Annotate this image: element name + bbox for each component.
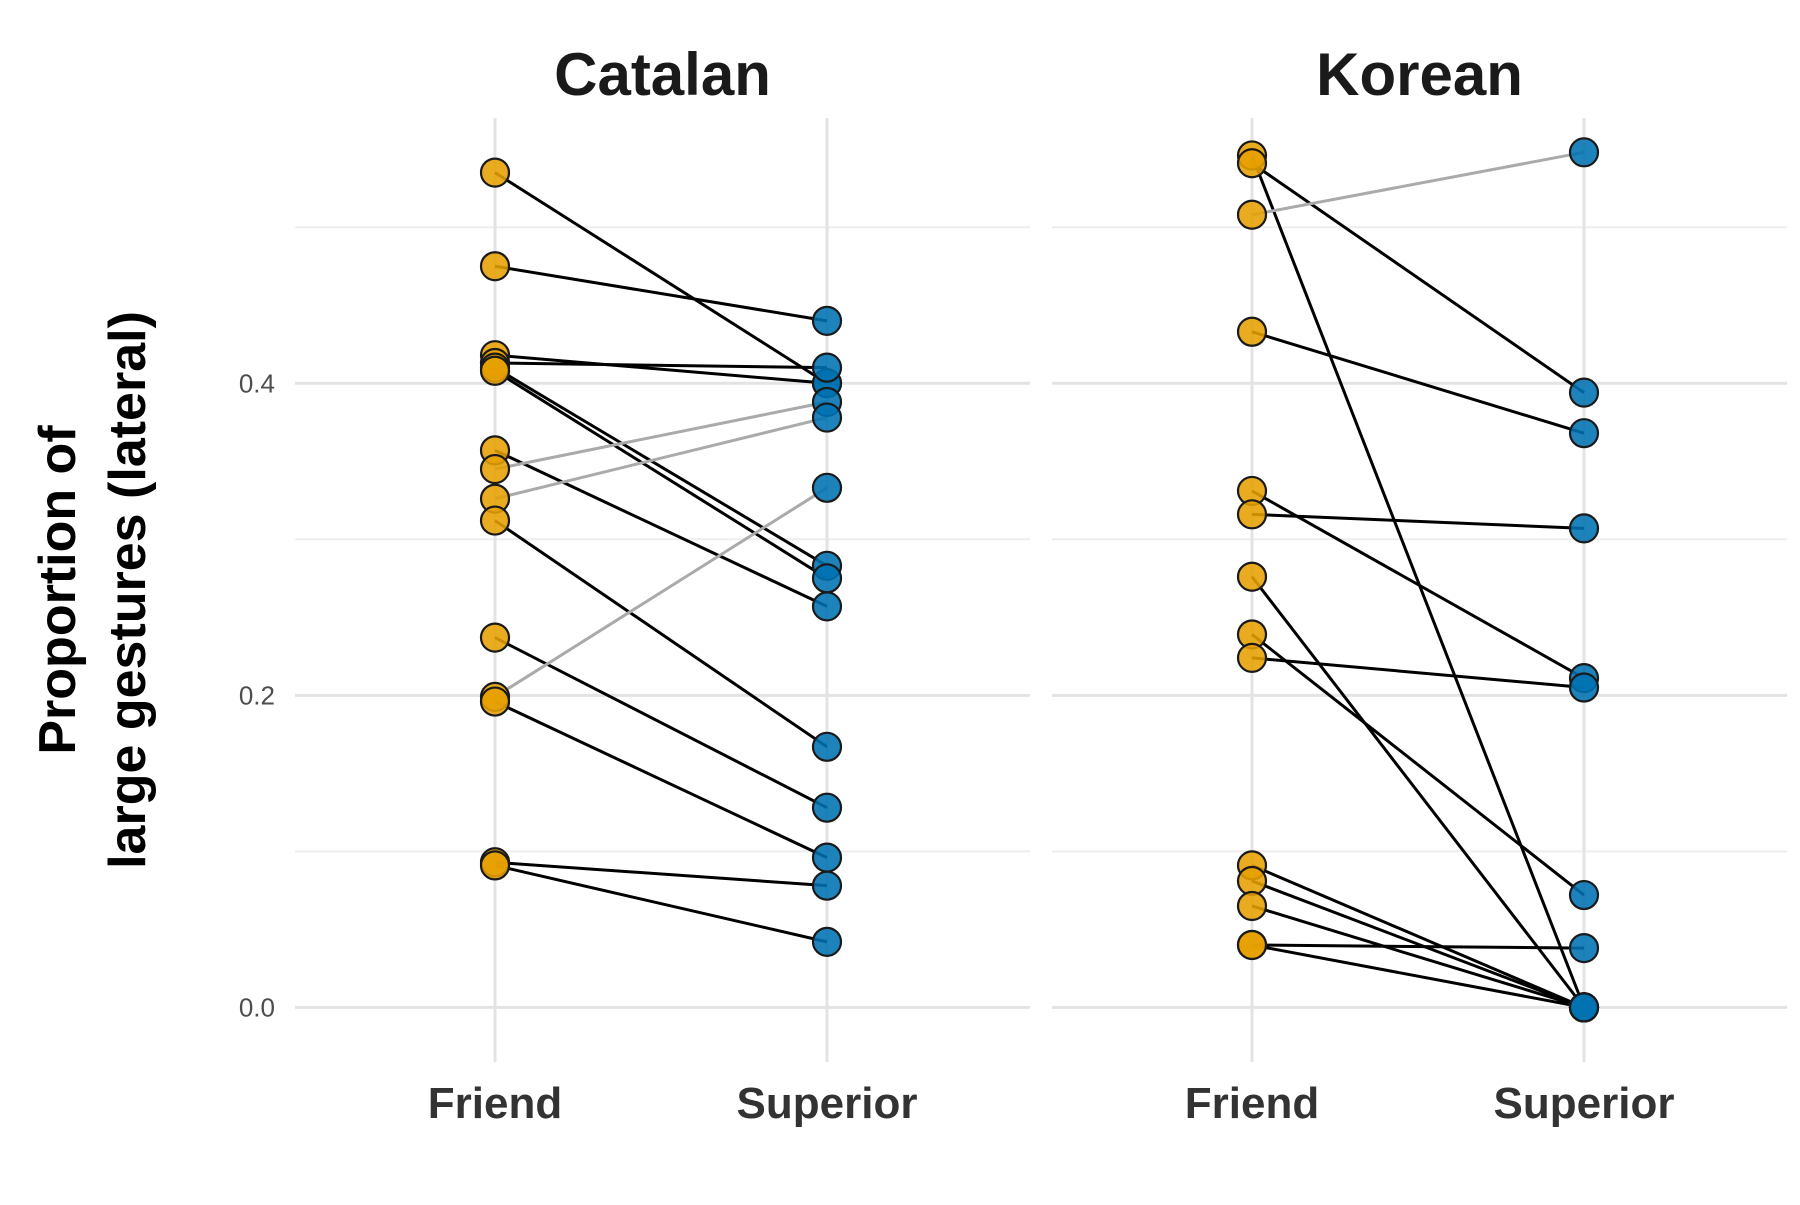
y-tick-label: 0.2	[239, 680, 275, 710]
y-tick-label: 0.0	[239, 992, 275, 1022]
pair-line-decrease	[494, 361, 828, 370]
x-tick-label-friend: Friend	[428, 1079, 562, 1128]
superior-point	[1568, 879, 1600, 911]
pair-line-decrease	[1251, 633, 1585, 897]
superior-point	[1568, 513, 1600, 544]
pair-lines	[1250, 150, 1586, 1009]
pair-line-increase	[1251, 150, 1585, 217]
y-axis-title-line-1: Proportion of	[29, 425, 87, 755]
friend-point	[1236, 199, 1268, 230]
pair-line-decrease	[494, 264, 828, 323]
friend-point	[479, 453, 511, 485]
friend-point	[1236, 642, 1268, 673]
x-tick-label-superior: Superior	[737, 1079, 918, 1128]
superior-point	[811, 402, 843, 433]
pair-line-decrease	[1251, 656, 1585, 690]
pair-line-decrease	[494, 636, 828, 810]
pair-line-decrease	[1251, 904, 1585, 1009]
superior-point	[811, 563, 843, 594]
facet-panels: Catalan Friend Superior Korean Friend Superio…	[295, 41, 1787, 1128]
pair-lines	[494, 171, 828, 944]
pair-line-decrease	[494, 171, 828, 385]
friend-point	[1236, 929, 1268, 961]
pair-line-decrease	[494, 700, 828, 859]
pair-line-increase	[494, 486, 828, 699]
superior-point	[811, 472, 843, 503]
pair-line-decrease	[1250, 575, 1586, 1009]
pair-line-decrease	[1251, 943, 1585, 1009]
x-tick-label-superior: Superior	[1494, 1079, 1675, 1128]
panel-title: Korean	[1316, 41, 1523, 108]
superior-point	[811, 792, 843, 823]
superior-point	[1568, 377, 1600, 408]
superior-point	[1568, 418, 1600, 449]
data-points	[1236, 137, 1600, 1023]
friend-point	[479, 355, 511, 386]
pair-line-decrease	[1251, 943, 1585, 950]
superior-point	[811, 591, 843, 622]
superior-point	[1568, 932, 1600, 964]
y-tick-label: 0.4	[239, 368, 275, 398]
pair-line-decrease	[494, 366, 828, 568]
pair-line-decrease	[1251, 162, 1585, 394]
pair-line-decrease	[1251, 330, 1585, 435]
panel-title: Catalan	[554, 41, 771, 108]
pair-line-decrease	[1251, 512, 1585, 530]
friend-point	[1236, 316, 1268, 347]
pair-line-decrease	[1251, 864, 1585, 1009]
data-points	[479, 157, 843, 957]
superior-point	[811, 870, 843, 901]
superior-point	[811, 842, 843, 873]
superior-point	[811, 926, 843, 957]
friend-point	[479, 850, 511, 881]
friend-point	[479, 157, 511, 188]
y-axis-title-line-2: large gestures (lateral)	[99, 311, 157, 869]
panel-catalan: Catalan Friend Superior	[295, 41, 1030, 1128]
superior-point	[811, 305, 843, 336]
panel-korean: Korean Friend Superior	[1052, 41, 1787, 1128]
superior-point	[811, 352, 843, 383]
friend-point	[1236, 865, 1268, 897]
pair-line-increase	[494, 400, 828, 471]
superior-point	[1568, 137, 1600, 168]
friend-point	[1236, 499, 1268, 530]
pair-line-decrease	[494, 519, 828, 749]
friend-point	[479, 251, 511, 282]
pair-line-decrease	[494, 353, 828, 385]
superior-point	[1568, 672, 1600, 703]
y-axis-tick-labels: 0.0 0.2 0.4	[239, 368, 275, 1022]
friend-point	[479, 622, 511, 653]
pair-line-decrease	[1251, 879, 1585, 1009]
friend-point	[1236, 148, 1268, 179]
pair-line-decrease	[494, 863, 828, 944]
friend-point	[479, 686, 511, 717]
x-tick-label-friend: Friend	[1185, 1079, 1319, 1128]
friend-point	[1236, 561, 1268, 592]
pair-line-increase	[494, 416, 828, 501]
panel-grid	[1052, 118, 1787, 1062]
friend-point	[1236, 890, 1268, 922]
superior-point	[811, 731, 843, 762]
pair-line-decrease	[1251, 489, 1585, 680]
pair-line-decrease	[494, 860, 828, 888]
friend-point	[479, 505, 511, 536]
y-axis-title: Proportion of large gestures (lateral)	[29, 311, 157, 869]
pair-line-decrease	[494, 448, 828, 608]
superior-point	[1568, 992, 1600, 1023]
pair-line-decrease	[494, 369, 828, 580]
pair-line-decrease	[1250, 154, 1586, 1008]
